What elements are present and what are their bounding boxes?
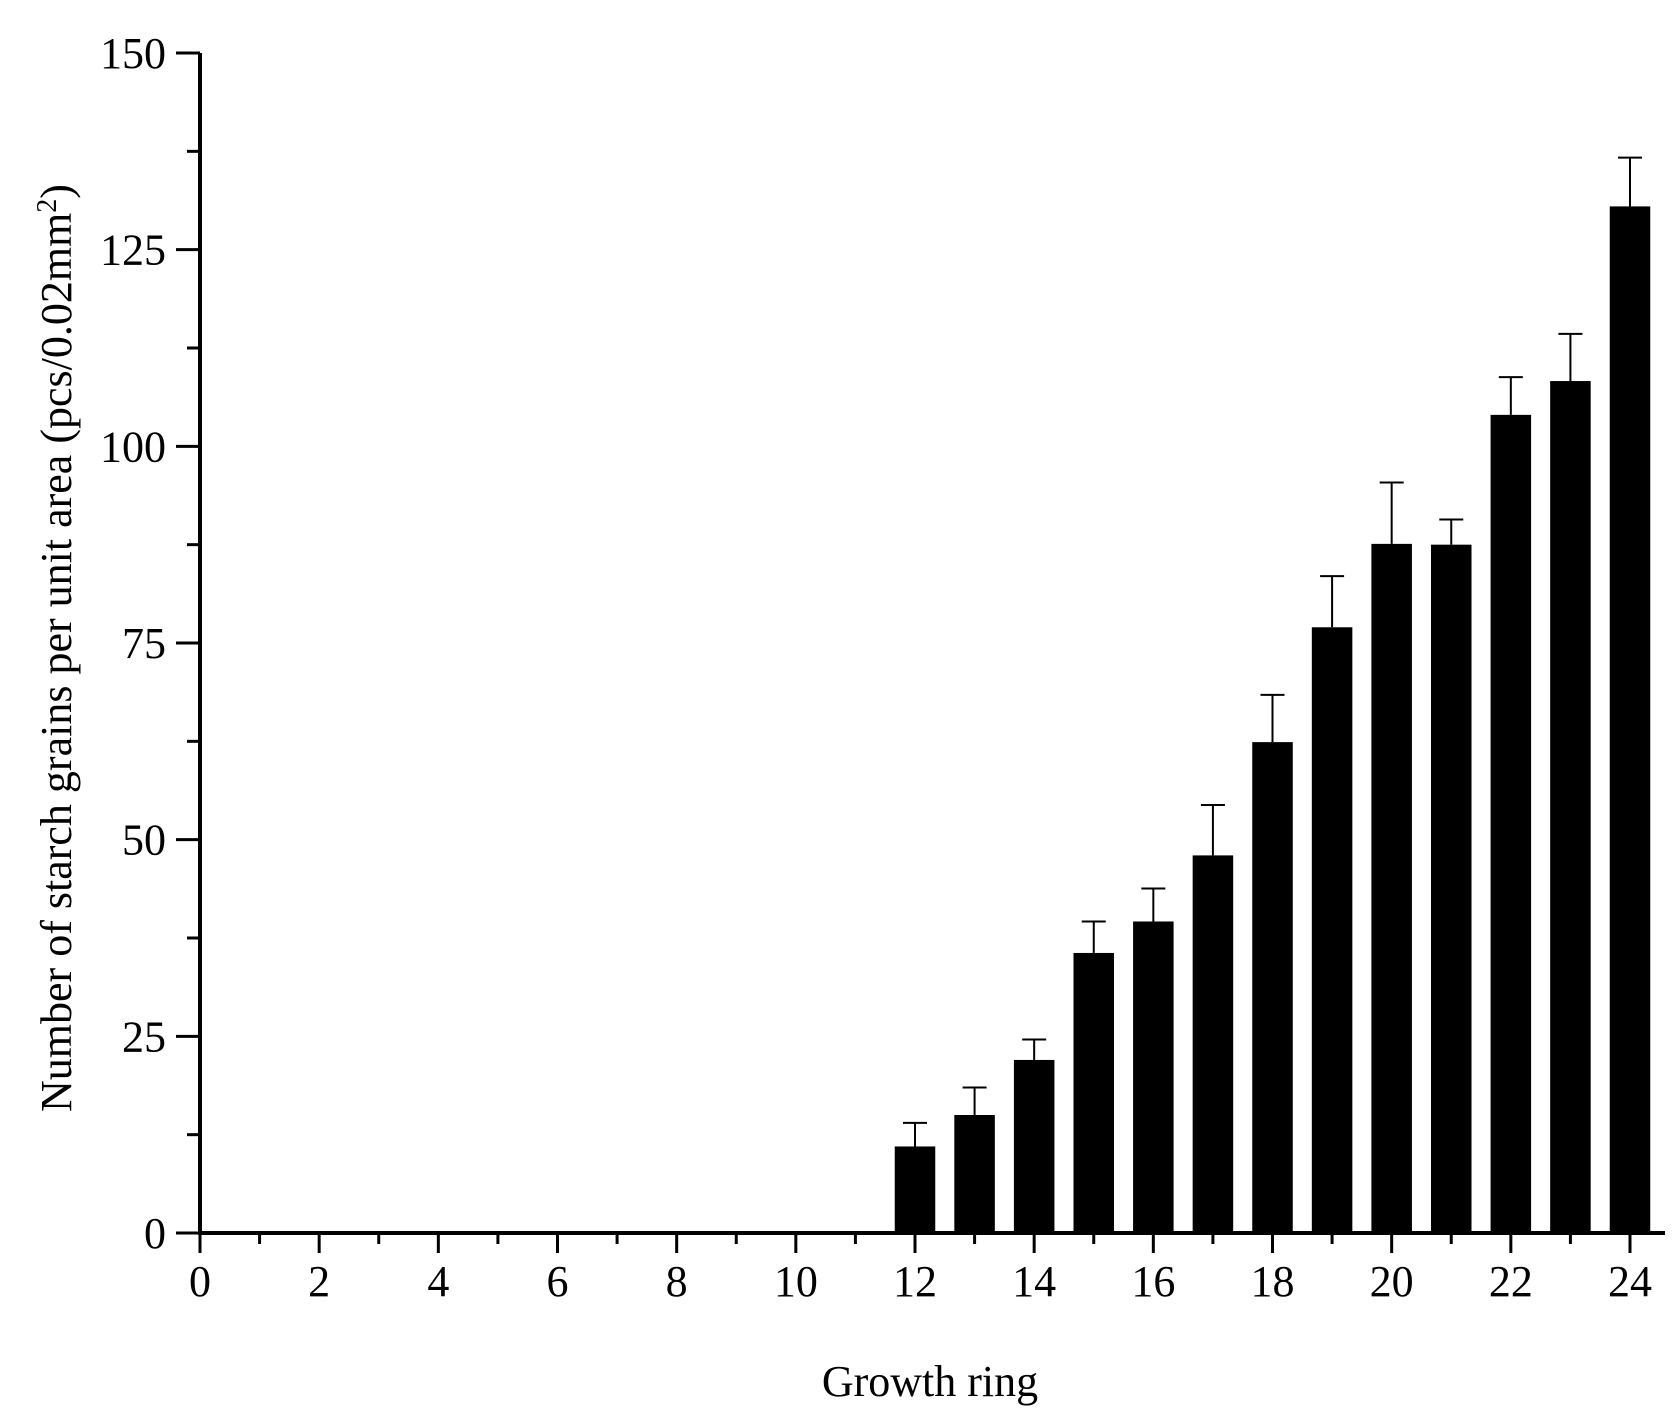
x-tick-label: 2 [308,1257,330,1306]
bar [1252,742,1293,1233]
x-tick-label: 24 [1608,1257,1652,1306]
x-tick-label: 20 [1370,1257,1414,1306]
bar [894,1146,936,1233]
bar [954,1115,995,1233]
y-tick-label: 100 [100,422,166,471]
x-axis-ticks: 0 2 4 6 8 10 12 14 16 18 20 22 24 [189,1233,1652,1306]
x-tick-label: 10 [774,1257,818,1306]
x-tick-label: 16 [1131,1257,1175,1306]
y-axis-ticks: 0 25 50 75 100 125 150 [100,29,200,1258]
bar [1430,544,1472,1233]
error-bars-layer [903,156,1642,1147]
x-axis-title: Growth ring [822,1357,1038,1406]
y-axis-title-suffix: ) [32,184,81,199]
x-tick-label: 14 [1012,1257,1056,1306]
y-tick-label: 75 [122,619,166,668]
bar [1311,627,1353,1233]
y-tick-label: 50 [122,816,166,865]
bar [1013,1059,1055,1233]
bar [1490,414,1532,1233]
x-tick-label: 22 [1489,1257,1533,1306]
y-tick-label: 25 [122,1012,166,1061]
x-tick-label: 6 [547,1257,569,1306]
bar [1133,921,1174,1233]
bar [1073,952,1115,1233]
y-axis-title-superscript: 2 [32,199,63,213]
y-tick-label: 0 [144,1209,166,1258]
bar [1371,543,1412,1233]
x-tick-label: 18 [1251,1257,1295,1306]
x-tick-label: 12 [893,1257,937,1306]
bars-layer [894,206,1651,1233]
y-tick-label: 150 [100,29,166,78]
x-tick-label: 0 [189,1257,211,1306]
y-axis-title: Number of starch grains per unit area (p… [32,184,82,1112]
bar [1192,855,1234,1233]
y-axis-title-text: Number of starch grains per unit area (p… [32,213,81,1112]
x-tick-label: 4 [427,1257,449,1306]
x-tick-label: 8 [666,1257,688,1306]
y-tick-label: 125 [100,226,166,275]
bar [1550,381,1591,1233]
bar [1609,206,1651,1233]
